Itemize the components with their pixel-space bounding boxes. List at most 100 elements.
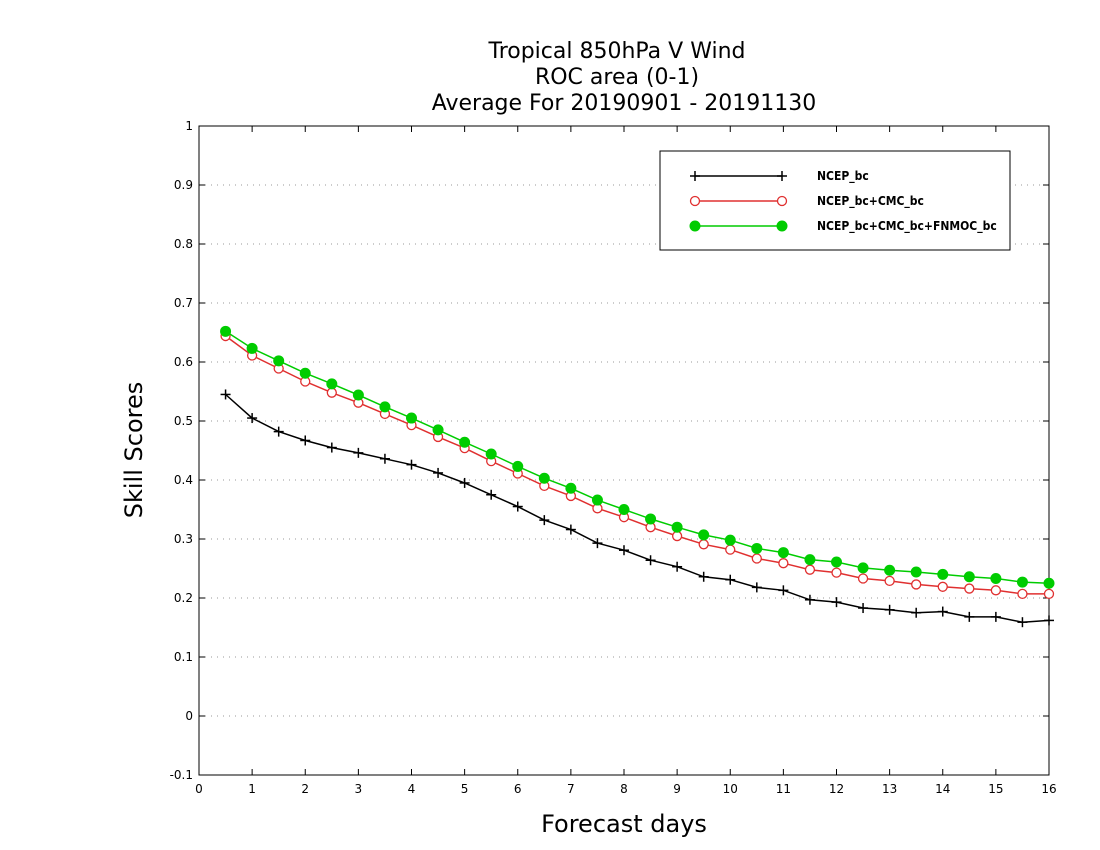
y-tick-label: 0.2 (174, 591, 193, 605)
data-point-ncep-bc (406, 459, 417, 470)
data-point-ncep-bc (778, 585, 789, 596)
data-point-ncep-bc (247, 413, 258, 424)
y-tick-label: 0.9 (174, 178, 193, 192)
y-tick-label: 1 (185, 119, 193, 133)
data-point-ncep-bc-cmc-bc-fnmoc-bc (831, 556, 842, 568)
data-point-ncep-bc-cmc-bc-fnmoc-bc (724, 534, 736, 546)
data-point-ncep-bc (751, 582, 762, 593)
data-point-ncep-bc-cmc-bc (937, 581, 948, 592)
y-tick-label: 0.8 (174, 237, 193, 251)
data-point-ncep-bc-cmc-bc (964, 583, 975, 594)
x-tick-label: 15 (988, 782, 1003, 796)
y-tick-label: -0.1 (170, 768, 193, 782)
legend-entry-ncep-bc-cmc-bc-fnmoc-bc: NCEP_bc+CMC_bc+FNMOC_bc (689, 219, 997, 234)
y-tick-label: 0.7 (174, 296, 193, 310)
x-tick-label: 12 (829, 782, 844, 796)
x-tick-label: 6 (514, 782, 522, 796)
data-point-ncep-bc-cmc-bc-fnmoc-bc (751, 542, 763, 554)
chart-title-line-1: Tropical 850hPa V Wind (487, 39, 745, 64)
data-point-ncep-bc (326, 442, 337, 453)
data-point-ncep-bc-cmc-bc (884, 575, 895, 587)
data-point-ncep-bc-cmc-bc-fnmoc-bc (565, 482, 577, 494)
y-axis-label: Skill Scores (120, 382, 148, 519)
x-tick-label: 11 (776, 782, 791, 796)
legend-marker (776, 195, 788, 207)
legend-label: NCEP_bc+CMC_bc (817, 194, 924, 209)
x-tick-label: 10 (723, 782, 738, 796)
series-lines (220, 325, 1055, 628)
legend-marker (689, 220, 701, 232)
data-point-ncep-bc-cmc-bc-fnmoc-bc (1016, 576, 1028, 588)
data-point-ncep-bc-cmc-bc-fnmoc-bc (777, 547, 789, 559)
data-point-ncep-bc (1017, 617, 1028, 628)
chart-title-line-3: Average For 20190901 - 20191130 (432, 91, 817, 116)
data-point-ncep-bc (911, 607, 922, 618)
x-tick-label: 7 (567, 782, 575, 796)
data-point-ncep-bc-cmc-bc-fnmoc-bc (698, 529, 710, 541)
x-tick-label: 9 (673, 782, 681, 796)
data-point-ncep-bc (379, 453, 390, 464)
data-point-ncep-bc-cmc-bc (751, 553, 762, 564)
data-point-ncep-bc-cmc-bc-fnmoc-bc (963, 571, 975, 583)
data-point-ncep-bc-cmc-bc-fnmoc-bc (273, 355, 285, 367)
series-line-ncep-bc-cmc-bc-fnmoc-bc (225, 330, 1050, 585)
legend-marker (776, 220, 788, 232)
y-tick-label: 0.6 (174, 355, 193, 369)
data-point-ncep-bc-cmc-bc-fnmoc-bc (857, 562, 869, 574)
x-tick-label: 14 (935, 782, 950, 796)
data-point-ncep-bc (937, 606, 948, 617)
data-point-ncep-bc-cmc-bc (778, 558, 789, 569)
data-point-ncep-bc (831, 597, 842, 608)
data-point-ncep-bc-cmc-bc-fnmoc-bc (220, 325, 232, 337)
x-tick-label: 0 (195, 782, 203, 796)
data-point-ncep-bc (725, 574, 736, 585)
data-point-ncep-bc-cmc-bc-fnmoc-bc (246, 342, 258, 354)
data-point-ncep-bc (300, 435, 311, 446)
data-point-ncep-bc-cmc-bc-fnmoc-bc (671, 521, 683, 533)
series-ncep-bc-cmc-bc-fnmoc-bc (220, 325, 1055, 589)
chart-title-line-2: ROC area (0-1) (535, 65, 699, 90)
data-point-ncep-bc-cmc-bc (990, 585, 1002, 596)
x-tick-label: 16 (1041, 782, 1056, 796)
x-tick-label: 8 (620, 782, 628, 796)
data-point-ncep-bc-cmc-bc (725, 544, 736, 555)
data-point-ncep-bc-cmc-bc (1043, 588, 1055, 600)
x-tick-label: 5 (461, 782, 469, 796)
data-point-ncep-bc (459, 477, 470, 488)
x-tick-label: 13 (882, 782, 897, 796)
data-point-ncep-bc (804, 594, 815, 605)
data-point-ncep-bc-cmc-bc (831, 567, 842, 578)
data-point-ncep-bc-cmc-bc-fnmoc-bc (352, 389, 364, 401)
data-point-ncep-bc (619, 545, 629, 556)
x-tick-label: 2 (301, 782, 309, 796)
legend: NCEP_bc NCEP_bc+CMC_bc NCEP_bc+CMC_bc+FNMO… (659, 150, 1011, 251)
x-axis-label: Forecast days (541, 810, 707, 838)
y-tick-label: 0 (185, 709, 193, 723)
data-point-ncep-bc (645, 555, 656, 566)
data-point-ncep-bc-cmc-bc-fnmoc-bc (645, 513, 657, 525)
legend-marker (689, 195, 701, 207)
data-point-ncep-bc (672, 561, 683, 572)
data-point-ncep-bc-cmc-bc (326, 387, 337, 398)
data-point-ncep-bc-cmc-bc-fnmoc-bc (884, 564, 896, 576)
data-point-ncep-bc (1044, 615, 1054, 626)
data-point-ncep-bc (220, 389, 231, 400)
grid-lines (199, 184, 1049, 717)
y-tick-label: 0.5 (174, 414, 193, 428)
data-point-ncep-bc (565, 524, 576, 535)
data-point-ncep-bc-cmc-bc-fnmoc-bc (804, 554, 816, 566)
data-point-ncep-bc (273, 426, 284, 437)
data-point-ncep-bc (592, 538, 603, 549)
y-tick-label: 0.4 (174, 473, 193, 487)
x-tick-label: 3 (355, 782, 363, 796)
data-point-ncep-bc-cmc-bc (804, 564, 816, 575)
data-point-ncep-bc-cmc-bc-fnmoc-bc (406, 412, 417, 424)
data-point-ncep-bc-cmc-bc-fnmoc-bc (990, 573, 1002, 585)
data-point-ncep-bc-cmc-bc (857, 573, 869, 584)
data-point-ncep-bc-cmc-bc-fnmoc-bc (326, 378, 338, 390)
y-tick-label: 0.3 (174, 532, 193, 546)
data-point-ncep-bc-cmc-bc-fnmoc-bc (618, 504, 630, 515)
data-point-ncep-bc (539, 515, 550, 526)
data-point-ncep-bc-cmc-bc-fnmoc-bc (910, 566, 922, 578)
legend-marker (777, 171, 787, 181)
